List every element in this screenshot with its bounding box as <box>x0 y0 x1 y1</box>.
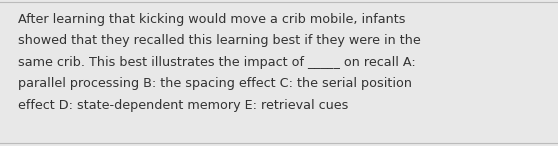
Text: parallel processing B: the spacing effect C: the serial position: parallel processing B: the spacing effec… <box>18 78 412 91</box>
Text: effect D: state-dependent memory E: retrieval cues: effect D: state-dependent memory E: retr… <box>18 99 348 112</box>
Text: After learning that kicking would move a crib mobile, infants: After learning that kicking would move a… <box>18 13 406 26</box>
Text: same crib. This best illustrates the impact of _____ on recall A:: same crib. This best illustrates the imp… <box>18 56 416 69</box>
Text: showed that they recalled this learning best if they were in the: showed that they recalled this learning … <box>18 34 421 47</box>
